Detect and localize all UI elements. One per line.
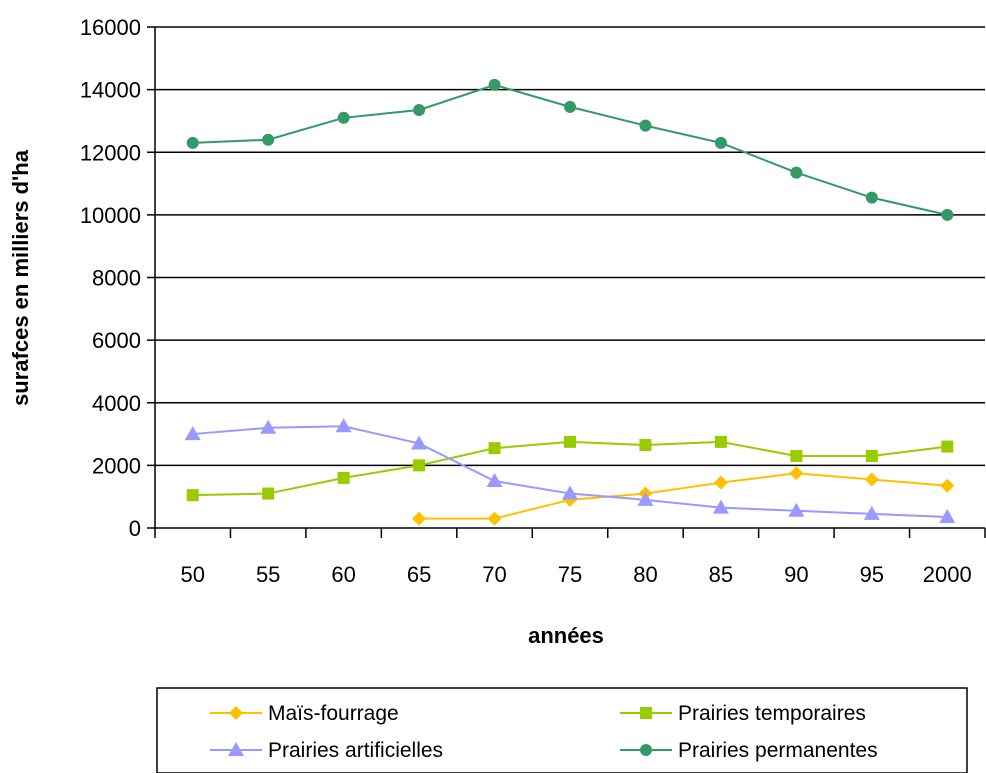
x-tick-label: 75 [558,562,582,587]
data-point [790,166,803,179]
data-point [411,435,428,450]
x-tick-label: 60 [331,562,355,587]
y-axis-title: surafces en milliers d'ha [8,149,33,406]
y-tick-label: 8000 [92,266,141,291]
x-tick-label: 90 [784,562,808,587]
x-tick-label: 70 [482,562,506,587]
data-point [337,111,350,124]
legend-marker [229,706,243,720]
data-point [186,136,199,149]
data-point [413,103,426,116]
data-point [789,466,804,481]
series-prairies-artificielles [184,418,956,524]
data-point [714,136,727,149]
legend-label: Prairies permanentes [678,739,878,762]
y-axis-ticks: 0 2000 4000 6000 8000 10000 12000 14000 16000 [80,15,155,541]
x-tick-label: 55 [256,562,280,587]
data-point [790,449,803,462]
data-point [714,435,727,448]
data-point [486,473,503,488]
data-point [788,502,805,517]
data-point [260,419,277,434]
series-group [184,78,956,526]
y-tick-label: 2000 [92,453,141,478]
data-point [262,133,275,146]
data-point [413,459,426,472]
data-point [639,119,652,132]
data-point [186,489,199,502]
data-point [865,449,878,462]
legend: Maïs-fourrage Prairies temporaires Prairie… [156,687,968,773]
data-point [564,435,576,448]
legend-label: Prairies temporaires [678,702,866,725]
data-point [939,509,956,524]
series-line [419,472,948,520]
x-tick-label: 65 [407,562,431,587]
legend-marker [228,742,244,756]
x-axis-title: années [528,623,604,648]
y-tick-label: 6000 [92,328,141,353]
data-point [940,478,955,493]
data-point [864,472,879,487]
legend-marker [640,744,652,756]
y-tick-label: 10000 [80,203,141,228]
legend-item: Prairies permanentes [620,739,878,762]
legend-box [156,687,968,773]
data-point [412,511,427,526]
data-point [337,471,350,484]
y-tick-label: 14000 [80,78,141,103]
x-tick-label: 2000 [923,562,972,587]
data-point [863,505,880,520]
y-tick-label: 0 [129,516,141,541]
data-point [487,511,502,526]
legend-label: Prairies artificielles [268,739,443,762]
legend-item: Prairies artificielles [210,739,443,762]
x-axis: 50 55 60 65 70 75 80 85 90 95 2000 [154,27,986,587]
legend-item: Maïs-fourrage [210,702,399,725]
legend-label: Maïs-fourrage [268,702,399,725]
legend-item: Prairies temporaires [620,702,866,725]
data-point [184,426,201,441]
legend-marker [640,707,652,719]
series-prairies-temporaires [186,435,954,502]
x-tick-label: 95 [860,562,884,587]
data-point [564,100,576,113]
data-point [941,208,954,221]
data-point [865,191,878,204]
x-tick-label: 50 [180,562,204,587]
y-tick-label: 4000 [92,391,141,416]
data-point [712,499,729,514]
y-tick-label: 12000 [80,140,141,165]
x-tick-label: 80 [633,562,657,587]
data-point [488,442,501,455]
data-point [637,491,654,506]
data-point [335,418,352,433]
x-tick-label: 85 [709,562,733,587]
data-point [639,439,652,452]
series-prairies-permanentes [186,78,954,221]
data-point [488,78,501,91]
data-point [941,440,954,453]
gridlines [155,26,985,467]
data-point [562,485,578,500]
data-point [713,475,728,490]
data-point [262,487,275,500]
y-tick-label: 16000 [80,15,141,40]
